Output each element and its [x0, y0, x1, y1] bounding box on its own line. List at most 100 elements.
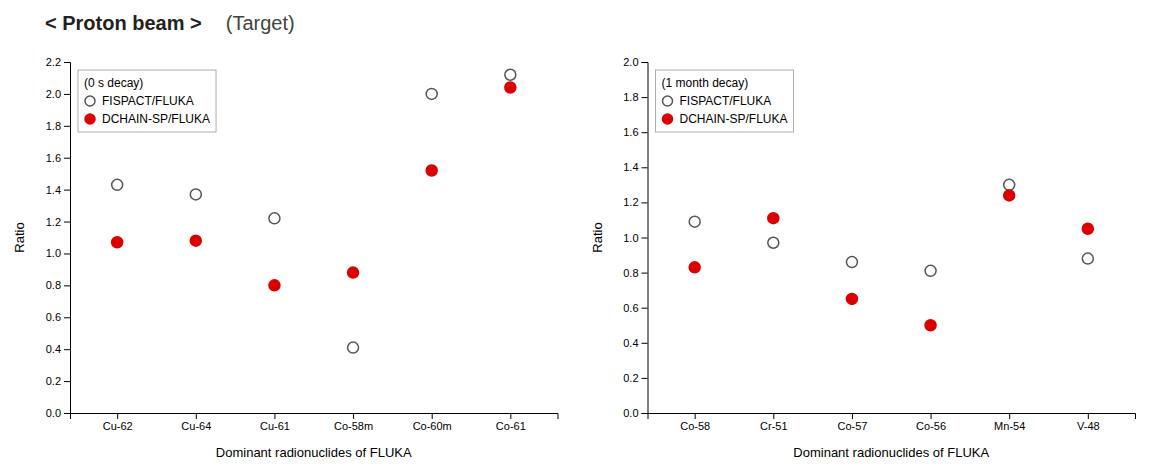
y-tick-mark [642, 62, 648, 63]
y-tick-label: 0.2 [623, 372, 638, 384]
y-tick: 0.0 [46, 407, 70, 419]
axis-line [64, 63, 71, 414]
y-tick-mark [64, 381, 70, 382]
point [190, 189, 201, 200]
x-axis: Cu-62Cu-64Cu-61Co-58mCo-60mCo-61 [71, 413, 559, 432]
legend-entry: DCHAIN-SP/FLUKA [680, 112, 788, 126]
point [1082, 253, 1093, 264]
y-tick-mark [642, 97, 648, 98]
axis-line [71, 414, 559, 420]
y-axis: 0.00.20.40.60.81.01.21.41.61.82.02.2 [46, 56, 71, 419]
y-tick-label: 0.8 [623, 267, 638, 279]
x-tick-mark [773, 413, 774, 419]
y-tick-mark [642, 343, 648, 344]
x-tick: V-48 [1077, 413, 1100, 432]
y-axis-title: Ratio [590, 222, 605, 252]
point [1004, 190, 1015, 201]
point [1082, 223, 1093, 234]
y-tick-mark [64, 413, 70, 414]
y-tick: 0.6 [623, 302, 647, 314]
y-tick-mark [642, 167, 648, 168]
title: < Proton beam > [45, 12, 202, 34]
y-tick-mark [64, 94, 70, 95]
y-tick-label: 0.0 [46, 407, 61, 419]
point [426, 165, 437, 176]
x-tick-mark [432, 413, 433, 419]
x-tick-label: V-48 [1077, 420, 1100, 432]
y-tick-label: 0.0 [623, 407, 638, 419]
legend-entry: FISPACT/FLUKA [102, 94, 194, 108]
y-tick: 1.4 [46, 184, 70, 196]
x-tick-label: Cu-62 [103, 420, 133, 432]
point [426, 88, 437, 99]
point [689, 216, 700, 227]
y-tick: 0.8 [623, 267, 647, 279]
y-tick-mark [642, 413, 648, 414]
x-tick-label: Co-58 [680, 420, 710, 432]
x-tick-label: Co-60m [413, 420, 452, 432]
subtitle: (Target) [226, 12, 295, 34]
y-tick-label: 0.8 [46, 279, 61, 291]
y-axis: 0.00.20.40.60.81.01.21.41.61.82.0 [623, 56, 648, 419]
point [505, 69, 516, 80]
legend-swatch [663, 96, 673, 106]
y-tick-label: 0.6 [46, 311, 61, 323]
x-tick-mark [1088, 413, 1089, 419]
y-tick-mark [642, 273, 648, 274]
y-tick-mark [64, 190, 70, 191]
x-tick: Co-58 [680, 413, 710, 432]
y-tick: 0.2 [623, 372, 647, 384]
y-tick: 1.8 [46, 120, 70, 132]
x-tick-label: Co-61 [496, 420, 526, 432]
x-tick-mark [274, 413, 275, 419]
point [112, 237, 123, 248]
x-tick-mark [1009, 413, 1010, 419]
y-tick-label: 0.4 [46, 343, 61, 355]
legend-box [78, 70, 216, 132]
x-tick-label: Co-56 [916, 420, 946, 432]
x-tick: Co-57 [837, 413, 867, 432]
y-tick-label: 1.0 [623, 232, 638, 244]
legend: (0 s decay) FISPACT/FLUKA DCHAIN-SP/FLUKA [78, 70, 216, 132]
y-tick: 2.0 [46, 88, 70, 100]
point [190, 235, 201, 246]
point [846, 293, 857, 304]
legend-title: (1 month decay) [662, 76, 749, 90]
y-tick-label: 1.4 [46, 184, 61, 196]
legend-entry: FISPACT/FLUKA [680, 94, 772, 108]
x-tick-label: Cr-51 [760, 420, 788, 432]
x-axis: Co-58Cr-51Co-57Co-56Mn-54V-48 [648, 413, 1136, 432]
x-tick: Co-61 [496, 413, 526, 432]
y-tick: 0.4 [46, 343, 70, 355]
y-tick: 0.8 [46, 279, 70, 291]
x-tick: Cu-62 [103, 413, 133, 432]
point [925, 265, 936, 276]
point [505, 82, 516, 93]
y-tick-label: 1.4 [623, 161, 638, 173]
y-tick: 0.6 [46, 311, 70, 323]
axis-line [642, 63, 649, 414]
legend-entry: DCHAIN-SP/FLUKA [102, 112, 210, 126]
series [689, 190, 1093, 331]
y-tick: 0.4 [623, 337, 647, 349]
x-tick-label: Co-57 [837, 420, 867, 432]
panel: 0.00.20.40.60.81.01.21.41.61.82.0Co-58Cr… [590, 56, 1136, 460]
y-tick-label: 1.8 [46, 120, 61, 132]
x-tick-mark [852, 413, 853, 419]
x-tick-mark [510, 413, 511, 419]
legend-swatch [85, 96, 95, 106]
y-tick: 1.2 [46, 216, 70, 228]
point [1004, 179, 1015, 190]
y-tick-label: 1.2 [46, 216, 61, 228]
point [846, 257, 857, 268]
y-tick-label: 1.0 [46, 247, 61, 259]
legend-title: (0 s decay) [84, 76, 143, 90]
x-tick-mark [695, 413, 696, 419]
axis-line [648, 414, 1136, 420]
y-tick: 1.0 [46, 247, 70, 259]
y-axis-title: Ratio [12, 222, 27, 252]
point [925, 320, 936, 331]
x-tick: Co-60m [413, 413, 452, 432]
y-tick-label: 1.8 [623, 91, 638, 103]
legend: (1 month decay) FISPACT/FLUKA DCHAIN-SP/FL… [656, 70, 794, 132]
